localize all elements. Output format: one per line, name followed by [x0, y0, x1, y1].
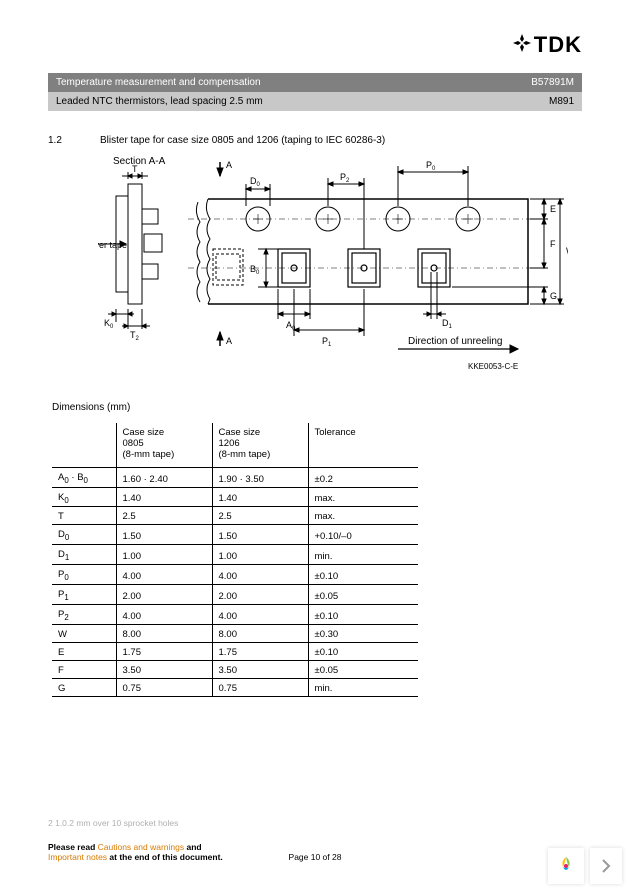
logo-mark-icon — [512, 33, 532, 59]
param-label: W — [52, 624, 116, 642]
svg-text:A: A — [226, 160, 232, 170]
header-bar: Temperature measurement and compensation… — [48, 73, 582, 92]
val-1206: 4.00 — [212, 565, 308, 585]
val-1206: 3.50 — [212, 660, 308, 678]
val-tol: max. — [308, 487, 418, 507]
param-label: P1 — [52, 585, 116, 605]
header-left: Temperature measurement and compensation — [56, 77, 261, 88]
val-1206: 2.5 — [212, 507, 308, 525]
next-page-button[interactable] — [590, 848, 622, 884]
param-label: D0 — [52, 525, 116, 545]
logo-text: TDK — [534, 32, 582, 57]
dimensions-title: Dimensions (mm) — [52, 402, 582, 413]
val-1206: 1.40 — [212, 487, 308, 507]
direction-label: Direction of unreeling — [408, 336, 503, 347]
subheader-right: M891 — [549, 96, 574, 107]
val-0805: 1.40 — [116, 487, 212, 507]
val-0805: 4.00 — [116, 565, 212, 585]
param-label: E — [52, 642, 116, 660]
svg-text:W: W — [566, 246, 568, 256]
svg-text:T: T — [132, 164, 138, 174]
val-1206: 1.00 — [212, 545, 308, 565]
val-tol: ±0.05 — [308, 660, 418, 678]
val-tol: ±0.2 — [308, 467, 418, 487]
header-right: B57891M — [531, 77, 574, 88]
param-label: P0 — [52, 565, 116, 585]
section-heading: 1.2 Blister tape for case size 0805 and … — [48, 135, 582, 146]
val-1206: 1.75 — [212, 642, 308, 660]
param-label: K0 — [52, 487, 116, 507]
val-0805: 8.00 — [116, 624, 212, 642]
chevron-right-icon — [601, 859, 611, 873]
val-1206: 2.00 — [212, 585, 308, 605]
val-tol: ±0.10 — [308, 605, 418, 625]
val-tol: ±0.05 — [308, 585, 418, 605]
val-0805: 0.75 — [116, 678, 212, 696]
section-number: 1.2 — [48, 135, 76, 146]
subheader-bar: Leaded NTC thermistors, lead spacing 2.5… — [48, 92, 582, 111]
tape-diagram: Section A-A T Cover tape K0 — [98, 154, 568, 384]
svg-text:B0: B0 — [250, 264, 260, 276]
svg-text:G: G — [550, 291, 557, 301]
val-tol: min. — [308, 545, 418, 565]
svg-text:A: A — [226, 336, 232, 346]
val-tol: max. — [308, 507, 418, 525]
val-0805: 4.00 — [116, 605, 212, 625]
brand-logo: TDK — [48, 32, 582, 59]
section-title: Blister tape for case size 0805 and 1206… — [100, 135, 385, 146]
svg-text:K0: K0 — [104, 318, 114, 330]
val-tol: min. — [308, 678, 418, 696]
diagram-code: KKE0053-C-E — [468, 362, 518, 371]
val-0805: 1.00 — [116, 545, 212, 565]
svg-text:E: E — [550, 204, 556, 214]
footnote: 2 1.0.2 mm over 10 sprocket holes — [48, 818, 582, 828]
val-1206: 1.90 · 3.50 — [212, 467, 308, 487]
val-1206: 1.50 — [212, 525, 308, 545]
val-0805: 1.75 — [116, 642, 212, 660]
param-label: T — [52, 507, 116, 525]
val-0805: 1.60 · 2.40 — [116, 467, 212, 487]
svg-text:P2: P2 — [340, 172, 350, 184]
val-0805: 3.50 — [116, 660, 212, 678]
svg-text:D1: D1 — [442, 318, 453, 330]
param-label: F — [52, 660, 116, 678]
val-tol: ±0.10 — [308, 565, 418, 585]
param-label: D1 — [52, 545, 116, 565]
page-number: Page 10 of 28 — [0, 852, 630, 862]
svg-text:D0: D0 — [250, 176, 261, 188]
param-label: P2 — [52, 605, 116, 625]
app-logo-icon[interactable] — [548, 848, 584, 884]
svg-text:T2: T2 — [130, 330, 140, 342]
val-0805: 2.00 — [116, 585, 212, 605]
param-label: A0 · B0 — [52, 467, 116, 487]
val-1206: 8.00 — [212, 624, 308, 642]
val-0805: 2.5 — [116, 507, 212, 525]
val-0805: 1.50 — [116, 525, 212, 545]
svg-text:F: F — [550, 239, 556, 249]
val-1206: 0.75 — [212, 678, 308, 696]
val-1206: 4.00 — [212, 605, 308, 625]
val-tol: ±0.10 — [308, 642, 418, 660]
param-label: G — [52, 678, 116, 696]
dimensions-table: Case size0805(8-mm tape) Case size1206(8… — [52, 423, 418, 697]
val-tol: +0.10/–0 — [308, 525, 418, 545]
section-aa-label: Section A-A — [113, 156, 166, 167]
val-tol: ±0.30 — [308, 624, 418, 642]
subheader-left: Leaded NTC thermistors, lead spacing 2.5… — [56, 96, 263, 107]
svg-text:P0: P0 — [426, 160, 436, 172]
svg-text:P1: P1 — [322, 336, 332, 348]
